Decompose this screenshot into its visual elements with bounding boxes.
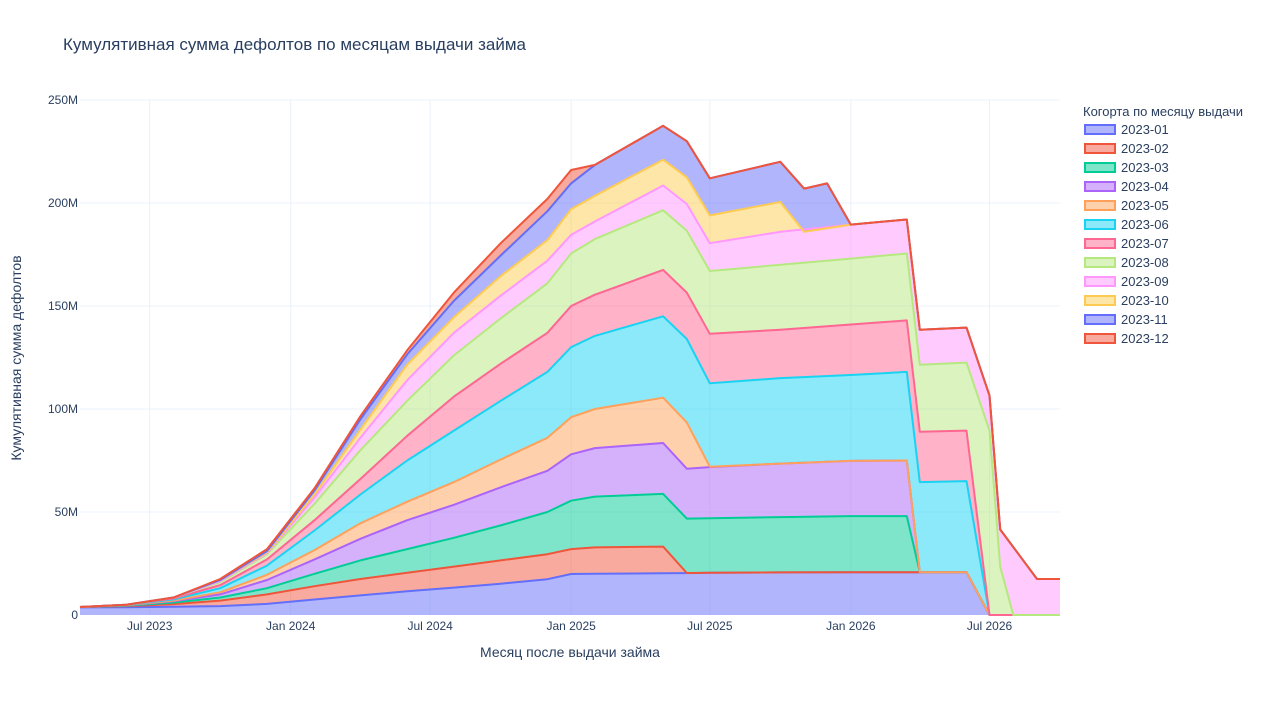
y-tick-label: 250M [48, 93, 78, 107]
legend-swatch [1084, 333, 1116, 344]
line-series-group [79, 124, 1060, 616]
x-axis-ticks: Jul 2023 Jan 2024 Jul 2024 Jan 2025 Jul 2025… [127, 619, 1012, 633]
line-series-2023-05 [79, 396, 1060, 616]
line-series-2023-03 [79, 492, 1060, 616]
legend-item-2023-05[interactable]: 2023-05 [1084, 198, 1169, 213]
x-tick-label: Jan 2024 [266, 619, 316, 633]
legend-label: 2023-12 [1121, 331, 1169, 346]
area-series-2023-05 [80, 397, 1060, 615]
grid-lines [80, 99, 1060, 615]
legend-swatch [1084, 238, 1116, 249]
legend-item-2023-11[interactable]: 2023-11 [1084, 312, 1168, 327]
y-axis-ticks: 0 50M 100M 150M 200M 250M [48, 93, 78, 622]
legend-item-2023-07[interactable]: 2023-07 [1084, 236, 1169, 251]
legend-item-2023-06[interactable]: 2023-06 [1084, 217, 1169, 232]
area-series-2023-06 [80, 316, 1060, 615]
legend-label: 2023-03 [1121, 160, 1169, 175]
line-series-2023-02 [79, 545, 1060, 616]
legend: Когорта по месяцу выдачи 2023-01 2023-02 2… [1083, 104, 1243, 346]
line-series-2023-06 [79, 315, 1060, 616]
legend-swatch [1084, 162, 1116, 173]
legend-swatch [1084, 200, 1116, 211]
y-tick-label: 100M [48, 402, 78, 416]
area-series-2023-08 [80, 210, 1060, 615]
line-series-2023-12 [79, 124, 1060, 608]
x-tick-label: Jul 2026 [967, 619, 1013, 633]
x-axis-label: Месяц после выдачи займа [480, 644, 660, 660]
y-tick-label: 150M [48, 299, 78, 313]
y-tick-label: 50M [55, 505, 78, 519]
legend-item-2023-04[interactable]: 2023-04 [1084, 179, 1169, 194]
x-tick-label: Jan 2026 [826, 619, 876, 633]
y-axis-label: Кумулятивная сумма дефолтов [8, 255, 24, 460]
legend-swatch [1084, 314, 1116, 325]
legend-title: Когорта по месяцу выдачи [1083, 104, 1243, 119]
legend-item-2023-10[interactable]: 2023-10 [1084, 293, 1169, 308]
legend-item-2023-08[interactable]: 2023-08 [1084, 255, 1169, 270]
legend-label: 2023-05 [1121, 198, 1169, 213]
chart-title: Кумулятивная сумма дефолтов по месяцам в… [63, 35, 527, 54]
y-tick-label: 200M [48, 196, 78, 210]
legend-swatch [1084, 219, 1116, 230]
legend-swatch [1084, 295, 1116, 306]
area-series-2023-07 [80, 269, 1060, 615]
x-tick-label: Jul 2025 [687, 619, 733, 633]
legend-item-2023-03[interactable]: 2023-03 [1084, 160, 1169, 175]
line-series-2023-07 [79, 268, 1060, 616]
legend-label: 2023-08 [1121, 255, 1169, 270]
legend-swatch [1084, 181, 1116, 192]
legend-label: 2023-04 [1121, 179, 1169, 194]
legend-label: 2023-06 [1121, 217, 1169, 232]
area-series-2023-04 [80, 443, 1060, 615]
area-series-2023-03 [80, 493, 1060, 615]
legend-label: 2023-07 [1121, 236, 1169, 251]
area-series-2023-01 [80, 572, 1060, 615]
x-tick-label: Jan 2025 [546, 619, 596, 633]
legend-label: 2023-09 [1121, 274, 1169, 289]
y-tick-label: 0 [71, 608, 78, 622]
legend-swatch [1084, 124, 1116, 135]
legend-item-2023-02[interactable]: 2023-02 [1084, 141, 1169, 156]
legend-item-2023-12[interactable]: 2023-12 [1084, 331, 1169, 346]
legend-swatch [1084, 276, 1116, 287]
legend-swatch [1084, 143, 1116, 154]
legend-label: 2023-01 [1121, 122, 1169, 137]
legend-label: 2023-11 [1121, 312, 1168, 327]
x-tick-label: Jul 2023 [127, 619, 173, 633]
legend-item-2023-09[interactable]: 2023-09 [1084, 274, 1169, 289]
legend-item-2023-01[interactable]: 2023-01 [1084, 122, 1169, 137]
legend-label: 2023-02 [1121, 141, 1169, 156]
legend-swatch [1084, 257, 1116, 268]
legend-label: 2023-10 [1121, 293, 1169, 308]
x-tick-label: Jul 2024 [407, 619, 453, 633]
